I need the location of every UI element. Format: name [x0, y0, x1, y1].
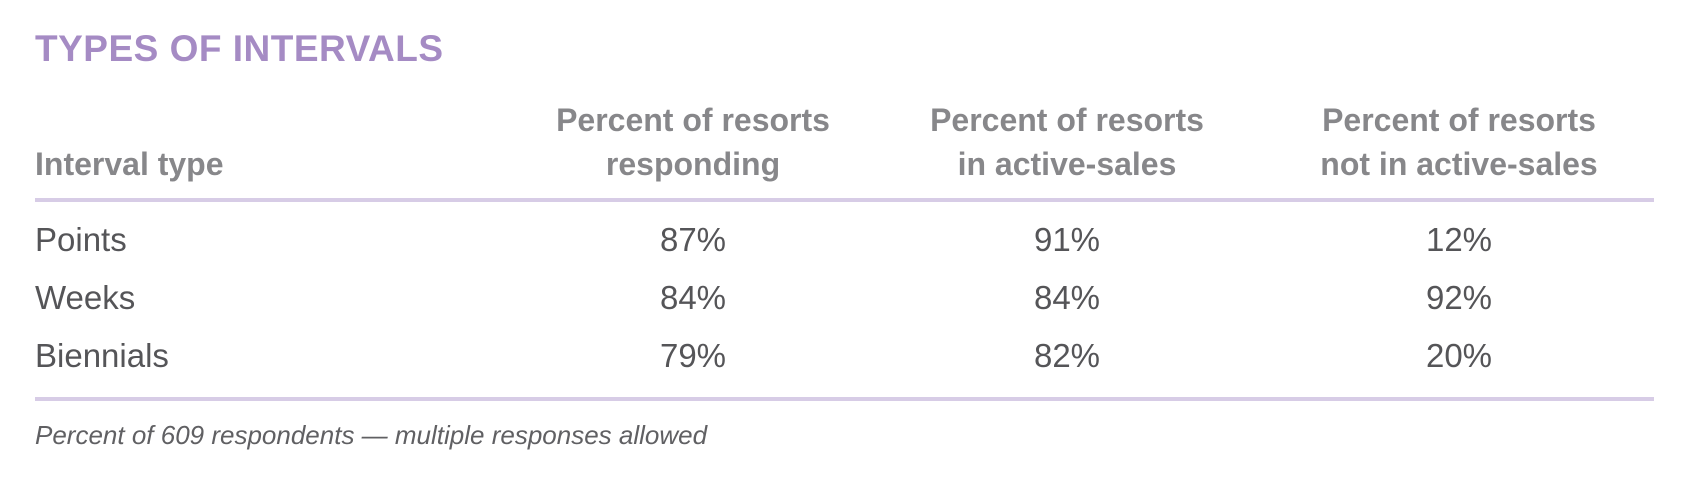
footnote: Percent of 609 respondents — multiple re…: [35, 420, 708, 450]
header-divider: [35, 198, 1654, 202]
row-label: Weeks: [35, 279, 136, 316]
header-line: responding: [605, 146, 781, 182]
cell-value: 79%: [659, 337, 727, 374]
cell-value: 20%: [1425, 337, 1493, 374]
cell-value: 84%: [1033, 279, 1101, 316]
cell-value: 87%: [659, 221, 727, 258]
row-label: Biennials: [35, 337, 169, 374]
header-interval-type: Interval type: [35, 146, 224, 182]
header-line: Percent of resorts: [556, 102, 830, 138]
cell-value: 82%: [1033, 337, 1101, 374]
header-line: not in active-sales: [1320, 146, 1598, 182]
bottom-divider: [35, 397, 1654, 401]
header-percent-active-sales: Percent of resorts in active-sales: [867, 98, 1267, 186]
header-line: Percent of resorts: [930, 102, 1204, 138]
header-line: Percent of resorts: [1322, 102, 1596, 138]
header-percent-responding: Percent of resorts responding: [493, 98, 893, 186]
cell-value: 84%: [659, 279, 727, 316]
table-title: TYPES OF INTERVALS: [35, 28, 444, 69]
cell-value: 12%: [1425, 221, 1493, 258]
cell-value: 91%: [1033, 221, 1101, 258]
cell-value: 92%: [1425, 279, 1493, 316]
header-line: in active-sales: [957, 146, 1177, 182]
row-label: Points: [35, 221, 127, 258]
header-percent-not-active-sales: Percent of resorts not in active-sales: [1259, 98, 1659, 186]
